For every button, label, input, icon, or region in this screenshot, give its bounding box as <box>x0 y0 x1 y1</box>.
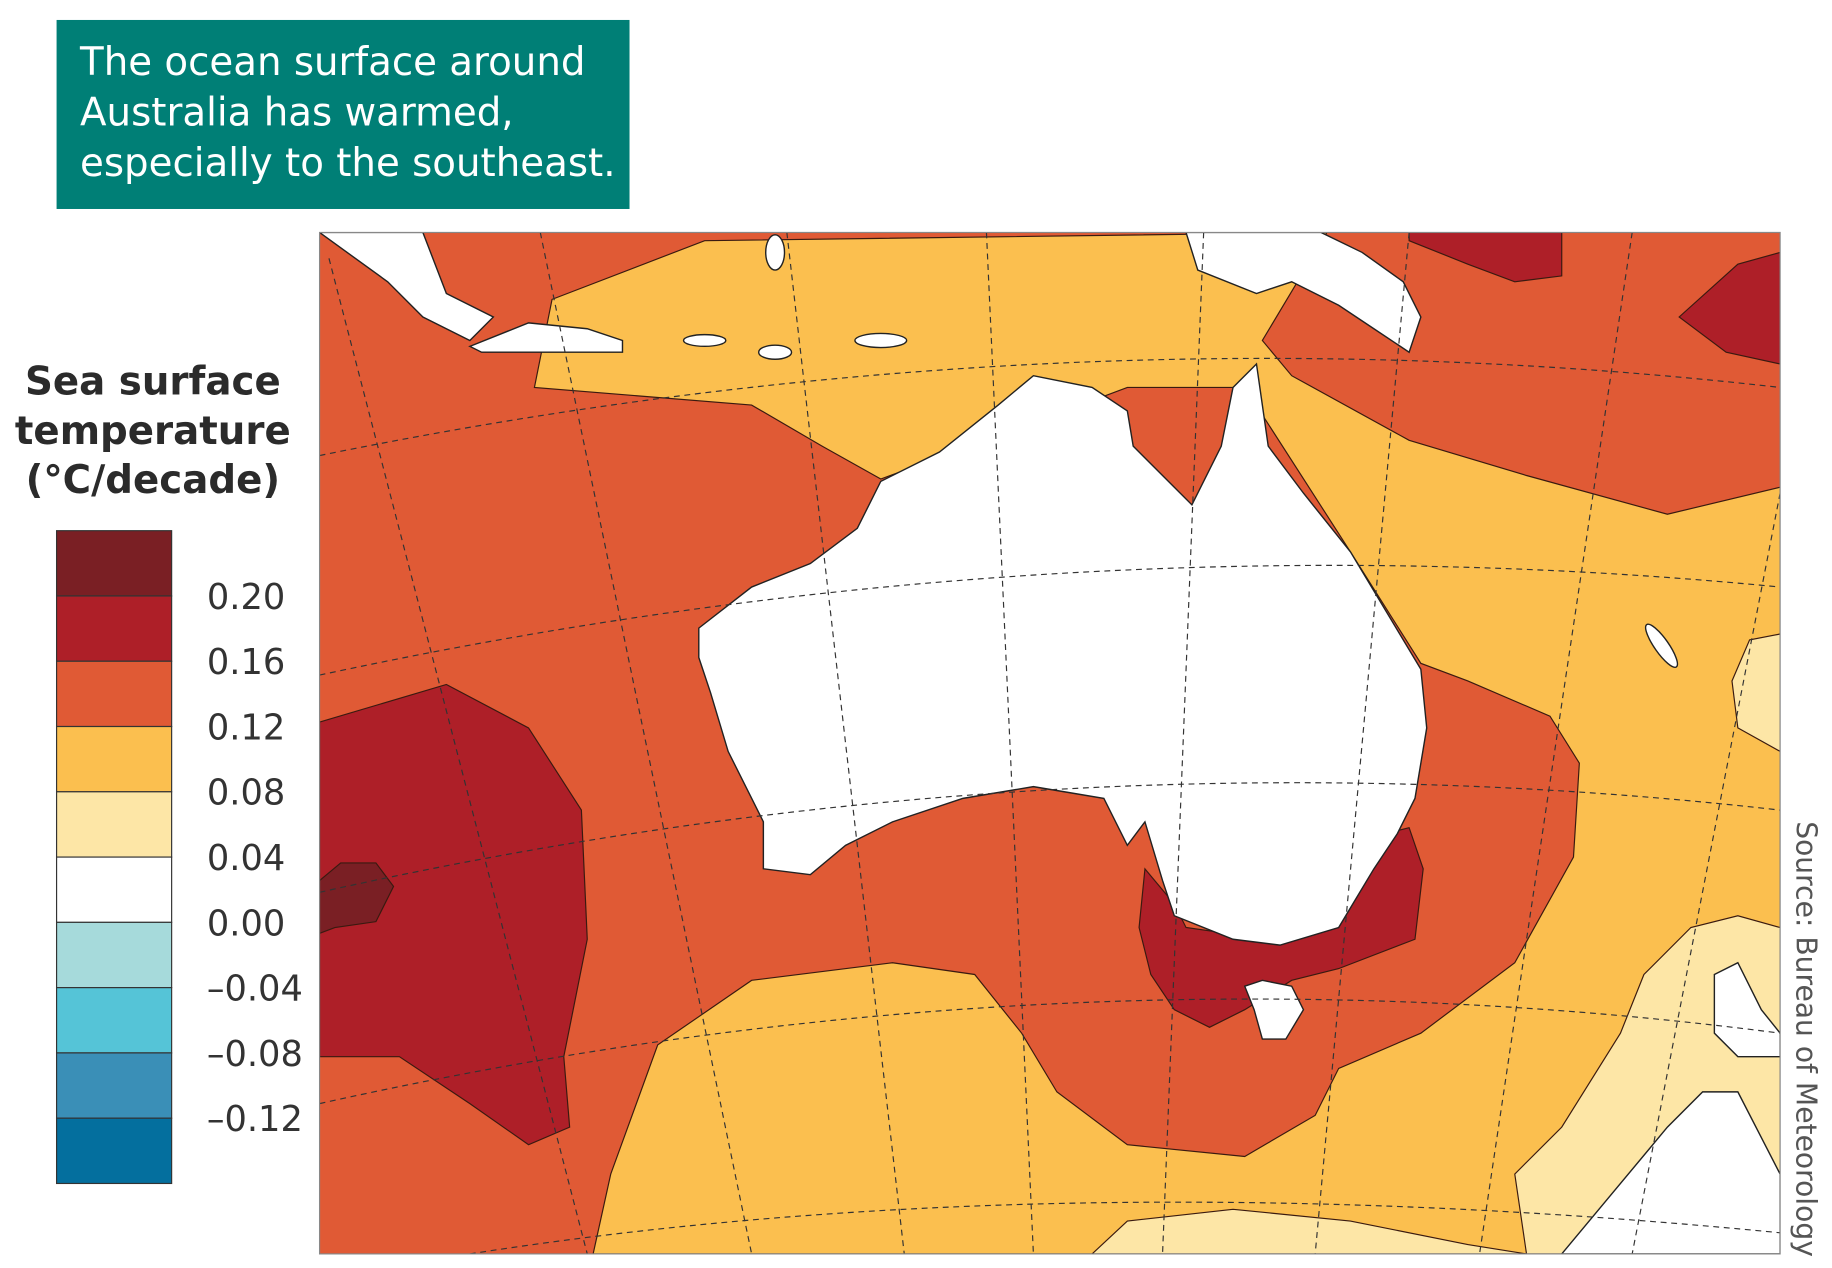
nz-north <box>1713 961 1781 1058</box>
legend-swatch <box>55 660 173 728</box>
legend-swatch <box>55 921 173 989</box>
graticule <box>328 258 588 1254</box>
source: Source: Bureau of Meteorology <box>1790 821 1823 1257</box>
legend-swatch <box>55 1052 173 1119</box>
island <box>854 332 908 349</box>
graticule <box>319 564 1781 676</box>
borneo <box>319 232 495 342</box>
graticule <box>1314 232 1410 1254</box>
graticule <box>786 232 905 1254</box>
legend-swatch <box>55 1117 173 1185</box>
legend-title: Sea surface temperature(°C/decade) <box>15 359 291 503</box>
map <box>319 232 1781 1254</box>
legend-swatch <box>55 791 173 858</box>
legend-label: –0.08 <box>207 1034 303 1075</box>
legend-label: 0.16 <box>207 642 285 683</box>
graticule <box>985 232 1034 1254</box>
island <box>757 344 793 360</box>
legend-swatch <box>55 987 173 1054</box>
legend-label: 0.00 <box>207 903 285 944</box>
legend-label: 0.20 <box>207 577 285 618</box>
zone-0.16 <box>1408 232 1563 283</box>
legend-label: 0.04 <box>207 838 285 879</box>
legend-swatch <box>55 725 173 793</box>
legend: 0.20 0.16 0.12 0.08 0.04 0.00 –0.04 –0.08 –0.12 <box>55 530 303 1185</box>
graticule <box>319 357 1781 457</box>
graticule <box>469 1201 1781 1254</box>
map-frame <box>318 231 1781 1255</box>
island <box>765 234 786 271</box>
graticule <box>1631 492 1781 1254</box>
graticule <box>539 232 753 1254</box>
island <box>1644 623 1679 668</box>
callout-box <box>56 19 630 209</box>
callout-line: especially to the southeast. <box>80 141 615 186</box>
nz-south <box>1560 1091 1781 1254</box>
new-guinea <box>1185 232 1422 354</box>
graticule <box>1478 232 1633 1254</box>
legend-swatch <box>55 595 173 662</box>
island <box>682 333 727 348</box>
australia <box>698 362 1428 946</box>
legend-label: –0.12 <box>207 1099 303 1140</box>
tasmania <box>1243 979 1305 1040</box>
graticule <box>1161 232 1205 1254</box>
zone-0.16 <box>1678 251 1781 365</box>
legend-swatch <box>55 530 173 597</box>
zone-0.04 <box>1091 1208 1527 1254</box>
java <box>468 322 624 353</box>
legend-label: –0.04 <box>207 969 303 1010</box>
legend-swatch <box>55 856 173 923</box>
graticule <box>319 782 1781 893</box>
legend-label: 0.12 <box>207 707 285 748</box>
callout-line: Australia has warmed, <box>80 91 514 136</box>
callout-line: The ocean surface around <box>79 40 585 85</box>
legend-title-line: (°C/decade) <box>26 458 280 503</box>
callout-text: The ocean surface around Australia has wa… <box>79 40 615 186</box>
graticule <box>319 998 1781 1105</box>
legend-title-line: temperature <box>15 409 291 454</box>
zone-0.16 <box>319 683 588 1146</box>
zone-0.04 <box>1731 633 1781 753</box>
legend-label: 0.08 <box>207 773 285 814</box>
legend-title-line: Sea surface <box>25 359 281 404</box>
